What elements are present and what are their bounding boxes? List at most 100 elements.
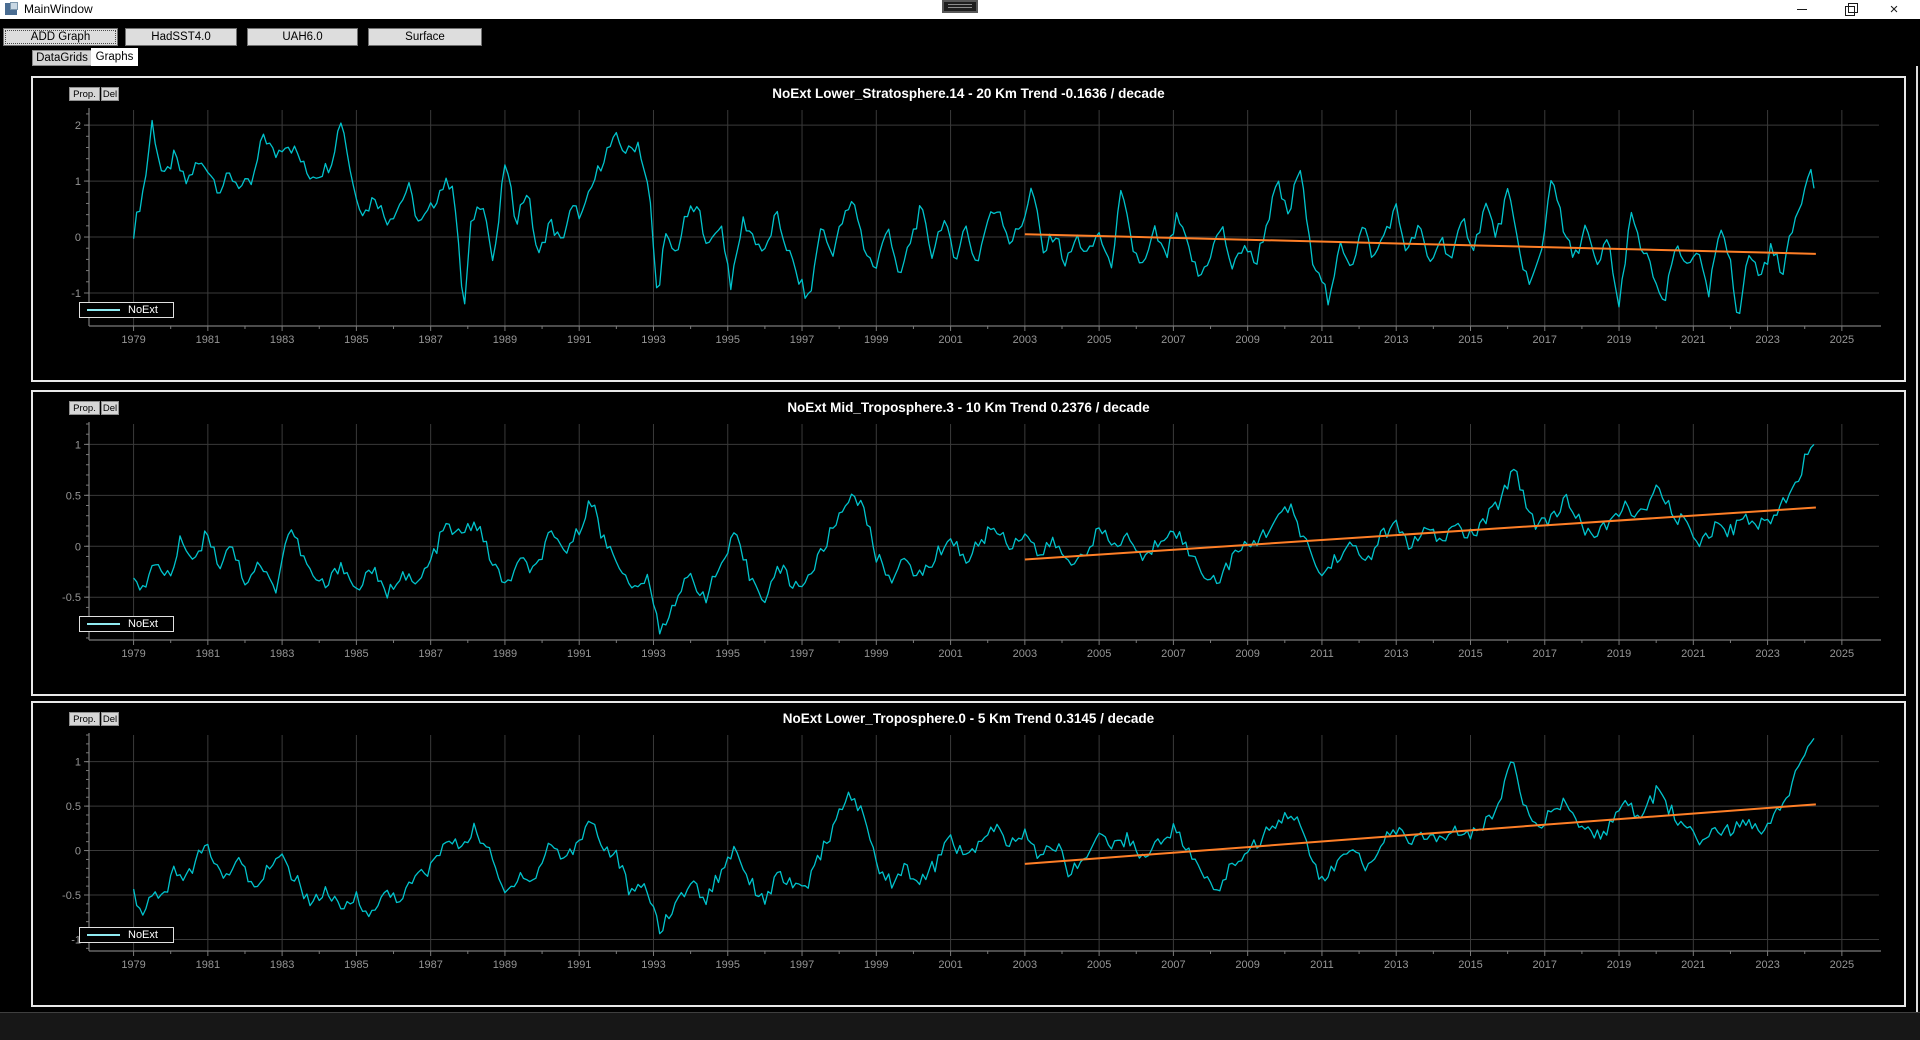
x-tick-label: 2013: [1384, 959, 1408, 971]
x-tick-label: 2019: [1607, 959, 1631, 971]
hadsst4-button[interactable]: HadSST4.0: [125, 28, 237, 46]
y-tick-label: 0.5: [66, 490, 81, 502]
title-bar: MainWindow ×: [0, 0, 1920, 19]
x-tick-label: 1995: [716, 959, 740, 971]
x-tick-label: 1993: [641, 334, 665, 346]
chart-title: NoExt Lower_Stratosphere.14 - 20 Km Tren…: [772, 86, 1165, 101]
x-tick-label: 1979: [121, 334, 145, 346]
minimize-button[interactable]: [1785, 0, 1819, 19]
x-tick-label: 1989: [493, 334, 517, 346]
y-tick-label: -1: [71, 288, 81, 300]
x-tick-label: 1985: [344, 959, 368, 971]
app-icon: [5, 2, 18, 15]
legend-label: NoExt: [128, 304, 158, 316]
x-tick-label: 2009: [1235, 648, 1259, 660]
trend-line: [1024, 233, 1816, 255]
x-tick-label: 2017: [1533, 334, 1557, 346]
surface-button[interactable]: Surface: [368, 28, 482, 46]
restore-button[interactable]: [1831, 0, 1865, 19]
screen-share-handle[interactable]: [942, 0, 978, 13]
x-tick-label: 1981: [196, 648, 220, 660]
x-tick-label: 2007: [1161, 334, 1185, 346]
y-tick-label: -1: [71, 934, 81, 946]
x-tick-label: 2003: [1013, 334, 1037, 346]
x-tick-label: 2021: [1681, 648, 1705, 660]
x-tick-label: 1987: [418, 648, 442, 660]
chart-panel-lower-stratosphere: 1979 1981 1983 1985 1987 1989 1991 1993 1995 1997…: [31, 76, 1906, 382]
x-tick-label: 2001: [938, 648, 962, 660]
window-title: MainWindow: [24, 2, 93, 16]
legend: NoExt: [79, 927, 174, 943]
x-tick-label: 2025: [1830, 959, 1854, 971]
x-tick-label: 1985: [344, 648, 368, 660]
x-tick-label: 2005: [1087, 648, 1111, 660]
x-tick-label: 2019: [1607, 648, 1631, 660]
y-tick-label: 0.5: [66, 801, 81, 813]
x-tick-label: 1999: [864, 334, 888, 346]
chart-panel-mid-troposphere: 1979 1981 1983 1985 1987 1989 1991 1993 1995 1997…: [31, 390, 1906, 696]
del-button[interactable]: Del: [101, 401, 119, 415]
prop-button[interactable]: Prop.: [69, 87, 100, 101]
restore-icon: [1844, 2, 1858, 16]
x-tick-label: 2009: [1235, 334, 1259, 346]
y-tick-label: 1: [75, 757, 81, 769]
x-tick-label: 1993: [641, 959, 665, 971]
series-line-noext: [132, 738, 1815, 935]
legend-label: NoExt: [128, 618, 158, 630]
toolbar: ADD Graph HadSST4.0 UAH6.0 Surface: [0, 19, 1920, 48]
chart-title: NoExt Mid_Troposphere.3 - 10 Km Trend 0.…: [787, 400, 1150, 415]
x-tick-label: 1983: [270, 648, 294, 660]
x-tick-label: 1979: [121, 648, 145, 660]
legend-label: NoExt: [128, 929, 158, 941]
tab-graphs[interactable]: Graphs: [91, 48, 138, 66]
x-tick-label: 2023: [1755, 334, 1779, 346]
x-tick-label: 2005: [1087, 959, 1111, 971]
x-tick-label: 1995: [716, 648, 740, 660]
window-border-right: [1916, 66, 1918, 1013]
x-tick-label: 1995: [716, 334, 740, 346]
legend-line-sample: [87, 309, 120, 311]
y-tick-label: 1: [75, 176, 81, 188]
add-graph-button[interactable]: ADD Graph: [3, 28, 118, 46]
x-tick-label: 1985: [344, 334, 368, 346]
y-tick-label: -0.5: [62, 890, 81, 902]
series-line-noext: [132, 119, 1815, 315]
x-tick-label: 2011: [1310, 334, 1334, 346]
x-tick-label: 2025: [1830, 334, 1854, 346]
x-tick-label: 1983: [270, 334, 294, 346]
legend: NoExt: [79, 302, 174, 318]
window-bottom-edge: [0, 1012, 1920, 1013]
del-button[interactable]: Del: [101, 87, 119, 101]
y-tick-label: 0: [75, 232, 81, 244]
x-tick-label: 1991: [567, 959, 591, 971]
legend: NoExt: [79, 616, 174, 632]
y-tick-label: 1: [75, 439, 81, 451]
uah6-button[interactable]: UAH6.0: [247, 28, 358, 46]
chart-title: NoExt Lower_Troposphere.0 - 5 Km Trend 0…: [782, 711, 1155, 726]
x-tick-label: 2001: [938, 959, 962, 971]
x-tick-label: 1991: [567, 334, 591, 346]
x-tick-label: 1997: [790, 959, 814, 971]
del-button[interactable]: Del: [101, 712, 119, 726]
x-tick-label: 2013: [1384, 334, 1408, 346]
chart-plot-area: 1979 1981 1983 1985 1987 1989 1991 1993 1995 1997…: [62, 422, 1881, 660]
x-tick-label: 2015: [1458, 648, 1482, 660]
x-tick-label: 1981: [196, 334, 220, 346]
series-line-noext: [133, 443, 1815, 635]
x-tick-label: 1991: [567, 648, 591, 660]
x-tick-label: 1989: [493, 648, 517, 660]
x-tick-label: 2017: [1533, 959, 1557, 971]
x-tick-label: 2015: [1458, 334, 1482, 346]
prop-button[interactable]: Prop.: [69, 401, 100, 415]
x-tick-label: 1981: [196, 959, 220, 971]
prop-button[interactable]: Prop.: [69, 712, 100, 726]
x-tick-label: 2017: [1533, 648, 1557, 660]
taskbar-area: [0, 1013, 1920, 1040]
x-tick-label: 1983: [270, 959, 294, 971]
y-tick-label: 0: [75, 541, 81, 553]
x-tick-label: 2001: [938, 334, 962, 346]
close-button[interactable]: ×: [1889, 1, 1899, 18]
tab-datagrids[interactable]: DataGrids: [32, 50, 91, 66]
x-tick-label: 1989: [493, 959, 517, 971]
x-tick-label: 2015: [1458, 959, 1482, 971]
